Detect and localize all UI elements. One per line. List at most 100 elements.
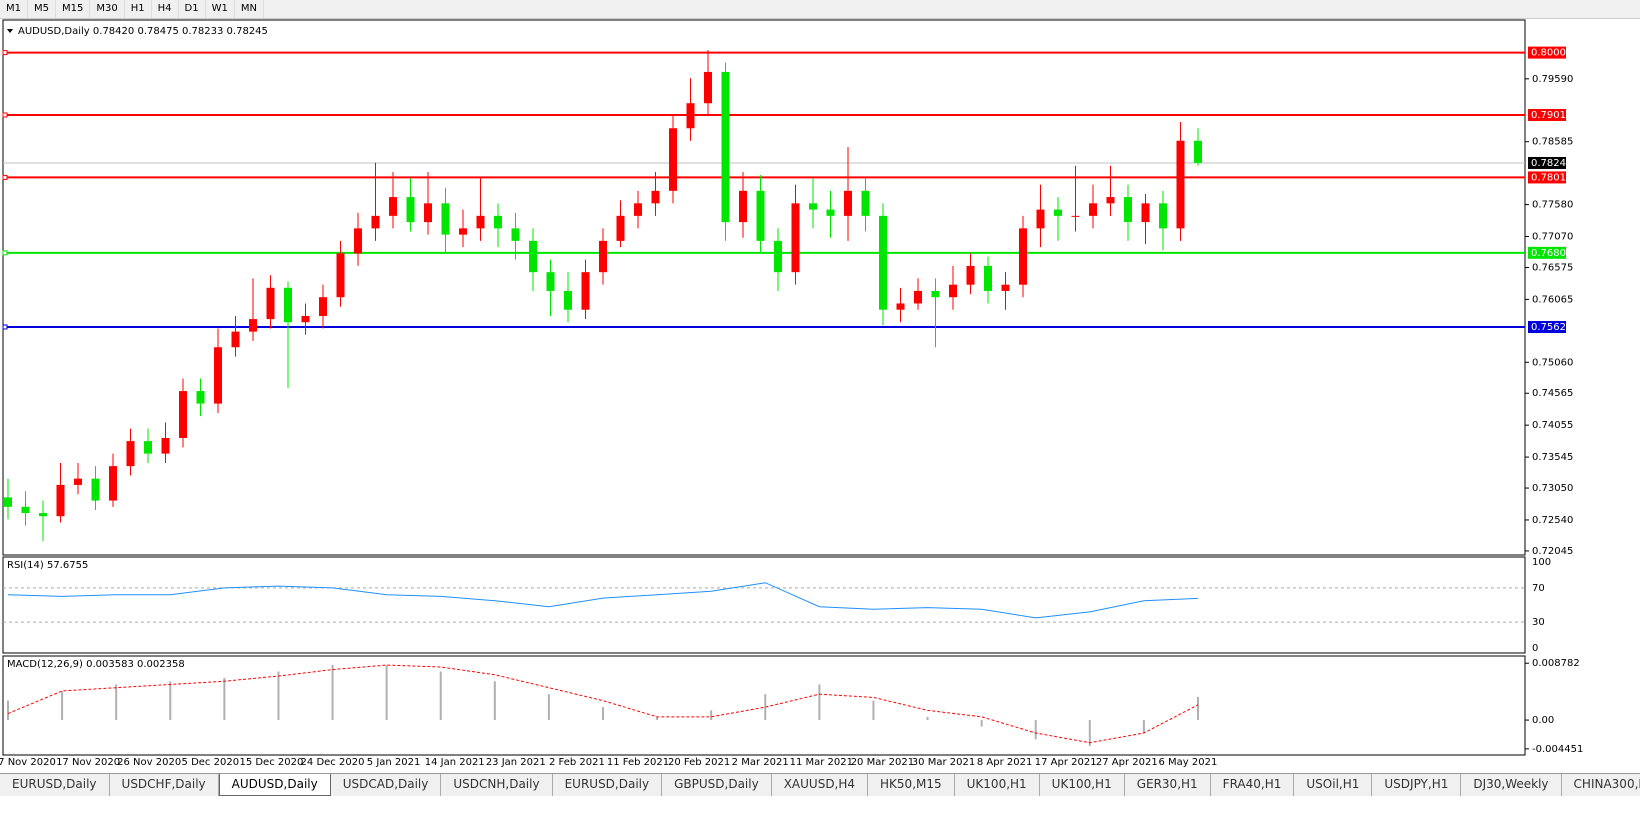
candle-body	[984, 265, 992, 291]
candle-body	[634, 203, 642, 216]
date-label: 20 Mar 2021	[851, 757, 914, 768]
macd-tick-label: 0.00	[1532, 715, 1554, 726]
date-label: 11 Feb 2021	[607, 757, 669, 768]
candle-body	[564, 290, 572, 310]
chart-tab[interactable]: USDCAD,Daily	[331, 774, 442, 796]
candle-body	[284, 287, 292, 323]
chart-tab[interactable]: USOil,H1	[1294, 774, 1373, 796]
candle-body	[686, 103, 695, 129]
rsi-panel	[2, 556, 1526, 654]
candle-body	[1019, 228, 1027, 285]
level-label: 0.79012	[1531, 110, 1572, 121]
candle-body	[56, 484, 65, 517]
candle-body	[301, 315, 310, 323]
level-box	[1528, 246, 1566, 259]
chart-tab[interactable]: UK100,H1	[955, 774, 1040, 796]
price-label: 0.74055	[1532, 420, 1573, 431]
date-label: 2 Feb 2021	[549, 757, 605, 768]
level-box	[1528, 171, 1566, 184]
candle-body	[896, 303, 905, 310]
candle-body	[319, 297, 327, 316]
candle-body	[511, 228, 520, 241]
candle-body	[144, 441, 152, 454]
candle-body	[1124, 197, 1132, 223]
rsi-tick-label: 100	[1532, 557, 1551, 568]
chart-tab[interactable]: EURUSD,Daily	[553, 774, 663, 796]
date-label: 11 Mar 2021	[790, 757, 853, 768]
level-box	[1528, 46, 1566, 59]
rsi-line	[7, 582, 1199, 619]
candle-body	[1141, 203, 1150, 223]
timeframe-button[interactable]: W1	[206, 0, 235, 18]
level-box	[1528, 320, 1566, 333]
chart-tab[interactable]: USDCNH,Daily	[441, 774, 553, 796]
candle-body	[721, 71, 730, 223]
price-label: 0.77070	[1532, 232, 1573, 243]
chart-tab[interactable]: GBPUSD,Daily	[662, 774, 772, 796]
date-label: 24 Dec 2020	[301, 757, 365, 768]
chart-tab[interactable]: UK100,H1	[1040, 774, 1125, 796]
chart-tab[interactable]: AUDUSD,Daily	[218, 774, 331, 796]
level-label: 0.78014	[1531, 172, 1572, 183]
candle-body	[354, 228, 362, 254]
date-label: 17 Apr 2021	[1035, 757, 1097, 768]
candle-body	[1106, 197, 1115, 204]
candle-body	[844, 190, 852, 216]
timeframe-button[interactable]: H1	[125, 0, 152, 18]
close: 0.78245	[227, 26, 268, 37]
candle-body	[336, 253, 345, 298]
timeframe-button[interactable]: M5	[28, 0, 56, 18]
macd-tick-label: 0.008782	[1532, 658, 1580, 669]
timeframe-button[interactable]: M30	[90, 0, 125, 18]
level-label: 0.76809	[1531, 248, 1572, 259]
candle-body	[1071, 215, 1080, 217]
date-label: 27 Apr 2021	[1096, 757, 1158, 768]
open: 0.78420	[93, 26, 134, 37]
rsi-tick-label: 30	[1532, 617, 1545, 628]
candle-body	[109, 466, 117, 501]
candle-body	[371, 215, 380, 229]
level-box	[1528, 108, 1566, 121]
timeframe-button[interactable]: H4	[152, 0, 179, 18]
rsi-tick-label: 70	[1532, 583, 1545, 594]
low: 0.78233	[182, 26, 223, 37]
level-handle	[2, 174, 8, 180]
date-label: 30 Mar 2021	[912, 757, 975, 768]
timeframe-button[interactable]: MN	[235, 0, 264, 18]
candle-body	[406, 197, 415, 223]
candle-body	[91, 478, 100, 501]
candle-body	[809, 203, 817, 210]
chart-tab[interactable]: GER30,H1	[1125, 774, 1211, 796]
chart-tab[interactable]: EURUSD,Daily	[0, 774, 110, 796]
rsi-tick-label: 0	[1532, 643, 1538, 654]
candle-body	[949, 284, 957, 298]
timeframe-button[interactable]: M15	[56, 0, 91, 18]
chart-tab[interactable]: USDCHF,Daily	[110, 774, 219, 796]
candle-body	[4, 497, 12, 507]
chart-tab[interactable]: HK50,M15	[868, 774, 955, 796]
chart-tab[interactable]: CHINA300,H1	[1562, 774, 1640, 796]
macd-label: MACD(12,26,9) 0.003583 0.002358	[7, 659, 185, 670]
price-label: 0.73050	[1532, 483, 1573, 494]
timeframe-button[interactable]: D1	[179, 0, 206, 18]
chart-tab[interactable]: DJ30,Weekly	[1461, 774, 1562, 796]
candle-body	[1159, 203, 1167, 229]
chart-tab[interactable]: FRA40,H1	[1211, 774, 1295, 796]
date-label: 6 May 2021	[1158, 757, 1217, 768]
candle-body	[161, 437, 170, 454]
timeframe-button[interactable]: M1	[0, 0, 28, 18]
candle-body	[476, 215, 485, 229]
candle-body	[879, 215, 887, 310]
chart-tab[interactable]: XAUUSD,H4	[772, 774, 869, 796]
candle-body	[39, 513, 47, 517]
candle-body	[441, 203, 450, 235]
candle-body	[739, 190, 747, 223]
main-panel	[2, 19, 1526, 556]
candle-body	[179, 391, 187, 438]
chart-tab[interactable]: USDJPY,H1	[1372, 774, 1462, 796]
candle-body	[494, 215, 502, 229]
current-price-label: 0.78245	[1531, 158, 1572, 169]
candle-body	[581, 272, 590, 310]
